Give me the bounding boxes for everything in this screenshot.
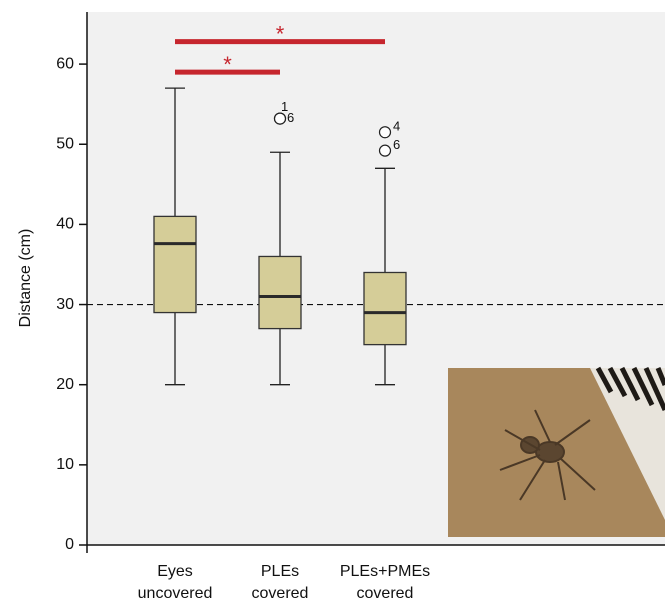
chart: Distance (cm) 01020304050601646Eyesuncov… bbox=[0, 0, 665, 605]
significance-label: * bbox=[276, 21, 285, 46]
outlier bbox=[275, 113, 286, 124]
y-axis-label: Distance (cm) bbox=[17, 229, 34, 328]
box bbox=[364, 272, 406, 344]
outlier-label: 4 bbox=[393, 119, 400, 134]
y-tick-label: 30 bbox=[56, 296, 74, 313]
outlier-label: 6 bbox=[393, 137, 400, 152]
outlier bbox=[380, 145, 391, 156]
x-tick-label: PLEs+PMEs bbox=[340, 563, 430, 580]
x-tick-label: Eyes bbox=[157, 563, 193, 580]
x-tick-label: covered bbox=[357, 585, 414, 602]
y-tick-label: 0 bbox=[65, 536, 74, 553]
outlier bbox=[380, 127, 391, 138]
outlier-label: 6 bbox=[287, 110, 294, 125]
page: Distance (cm) 01020304050601646Eyesuncov… bbox=[0, 0, 665, 605]
box bbox=[259, 256, 301, 328]
significance-label: * bbox=[223, 52, 232, 77]
x-tick-label: covered bbox=[252, 585, 309, 602]
y-tick-label: 50 bbox=[56, 135, 74, 152]
inset-photo bbox=[448, 368, 665, 537]
box bbox=[154, 216, 196, 312]
y-tick-label: 60 bbox=[56, 55, 74, 72]
x-tick-label: uncovered bbox=[138, 585, 213, 602]
y-tick-label: 40 bbox=[56, 216, 74, 233]
y-tick-label: 20 bbox=[56, 376, 74, 393]
y-tick-label: 10 bbox=[56, 456, 74, 473]
x-tick-label: PLEs bbox=[261, 563, 299, 580]
